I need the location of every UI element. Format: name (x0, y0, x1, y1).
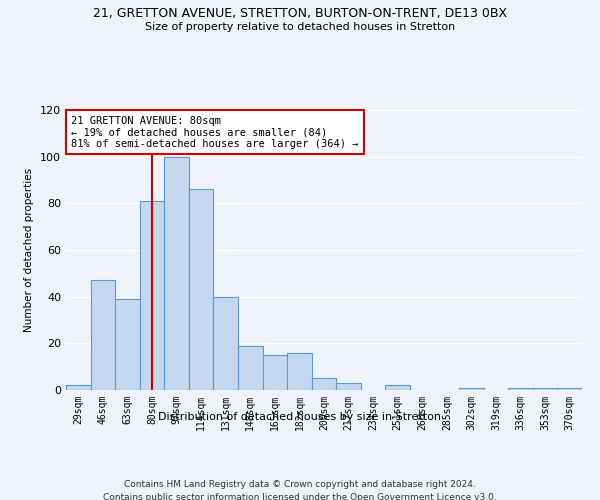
Text: Contains HM Land Registry data © Crown copyright and database right 2024.: Contains HM Land Registry data © Crown c… (124, 480, 476, 489)
Text: 21, GRETTON AVENUE, STRETTON, BURTON-ON-TRENT, DE13 0BX: 21, GRETTON AVENUE, STRETTON, BURTON-ON-… (93, 8, 507, 20)
Bar (66, 386, 91, 390)
Text: Size of property relative to detached houses in Stretton: Size of property relative to detached ho… (145, 22, 455, 32)
Bar (164, 156, 189, 390)
Bar (336, 383, 361, 390)
Bar (115, 299, 140, 390)
Bar (385, 386, 410, 390)
Bar (287, 352, 312, 390)
Bar (508, 388, 533, 390)
Text: Contains public sector information licensed under the Open Government Licence v3: Contains public sector information licen… (103, 492, 497, 500)
Text: Distribution of detached houses by size in Stretton: Distribution of detached houses by size … (158, 412, 442, 422)
Text: 21 GRETTON AVENUE: 80sqm
← 19% of detached houses are smaller (84)
81% of semi-d: 21 GRETTON AVENUE: 80sqm ← 19% of detach… (71, 116, 359, 149)
Bar (459, 388, 484, 390)
Y-axis label: Number of detached properties: Number of detached properties (25, 168, 34, 332)
Bar (140, 201, 164, 390)
Bar (557, 388, 582, 390)
Bar (533, 388, 557, 390)
Bar (263, 355, 287, 390)
Bar (189, 190, 214, 390)
Bar (312, 378, 336, 390)
Bar (238, 346, 263, 390)
Bar (214, 296, 238, 390)
Bar (91, 280, 115, 390)
